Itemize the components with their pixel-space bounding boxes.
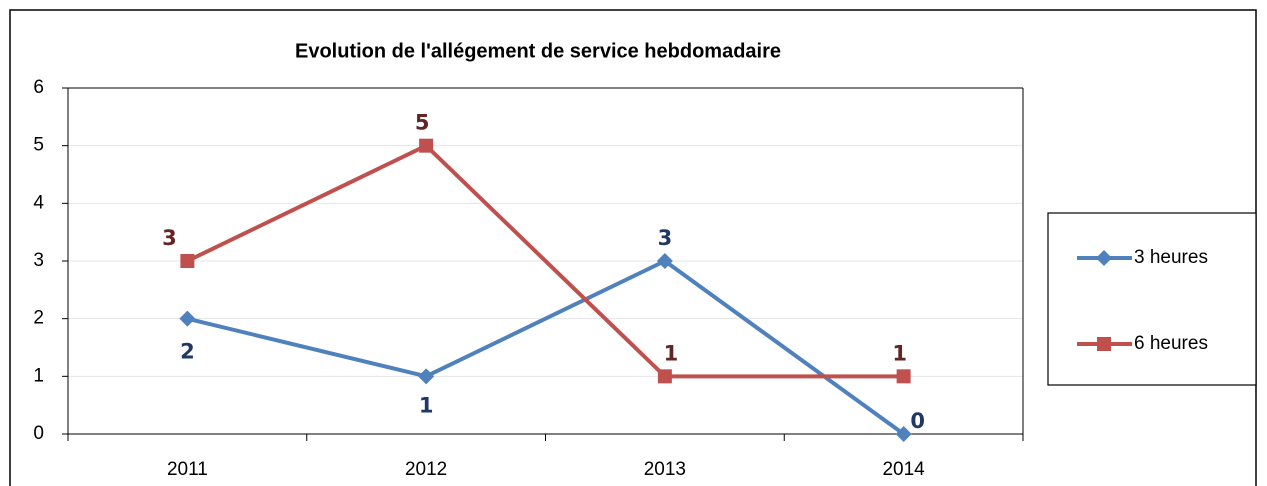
y-tick-label: 6 bbox=[33, 77, 44, 98]
data-label: 1 bbox=[892, 341, 907, 365]
legend-marker bbox=[1096, 250, 1112, 266]
series-line bbox=[186, 143, 904, 379]
y-tick-label: 2 bbox=[33, 308, 44, 329]
data-label: 1 bbox=[664, 341, 679, 365]
marker bbox=[657, 369, 672, 384]
marker bbox=[419, 138, 434, 153]
marker bbox=[896, 369, 911, 384]
x-tick-label: 2014 bbox=[882, 459, 925, 480]
chart-title: Evolution de l'allégement de service heb… bbox=[295, 40, 781, 62]
data-label: 3 bbox=[162, 226, 177, 250]
legend-box bbox=[1047, 212, 1257, 386]
data-label: 3 bbox=[658, 226, 673, 250]
data-label: 2 bbox=[180, 340, 195, 364]
marker bbox=[895, 426, 912, 442]
data-label: 5 bbox=[415, 111, 430, 135]
x-tick-label: 2012 bbox=[405, 459, 447, 480]
legend-label: 6 heures bbox=[1134, 333, 1208, 354]
data-label: 1 bbox=[419, 393, 434, 417]
marker bbox=[180, 254, 195, 268]
legend-marker bbox=[1097, 337, 1111, 351]
series-line bbox=[186, 259, 905, 436]
y-tick-label: 5 bbox=[33, 135, 44, 156]
x-tick-label: 2013 bbox=[644, 459, 686, 480]
marker bbox=[418, 368, 435, 385]
x-tick-label: 2011 bbox=[167, 459, 208, 480]
legend-label: 3 heures bbox=[1134, 247, 1208, 268]
y-tick-label: 4 bbox=[33, 192, 44, 213]
y-tick-label: 1 bbox=[33, 365, 44, 386]
marker bbox=[656, 253, 673, 269]
y-tick-label: 0 bbox=[33, 423, 44, 444]
y-tick-label: 3 bbox=[33, 250, 44, 271]
marker bbox=[179, 310, 196, 327]
data-label: 0 bbox=[910, 409, 925, 433]
